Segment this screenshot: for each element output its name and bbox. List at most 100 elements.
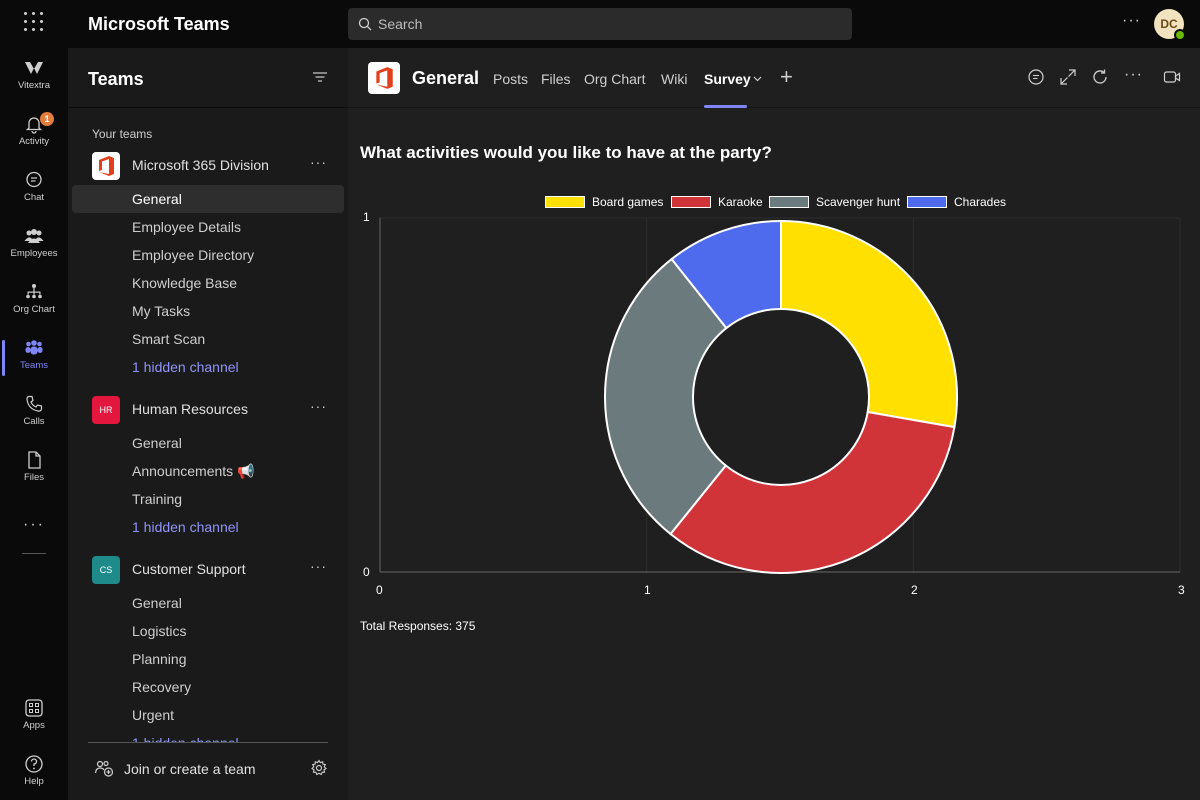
team-logo: CS: [92, 556, 120, 584]
rail-label: Vitextra: [17, 80, 51, 91]
activity-badge: 1: [40, 112, 54, 126]
doughnut-slice-karaoke[interactable]: [669, 410, 956, 574]
rail-item-activity[interactable]: Activity 1: [0, 108, 68, 160]
expand-icon[interactable]: [1059, 68, 1077, 86]
tab-org-chart[interactable]: Org Chart: [584, 71, 646, 87]
avatar-initials: DC: [1160, 17, 1178, 31]
add-team-icon[interactable]: [94, 759, 114, 777]
channel-employee-details[interactable]: Employee Details: [132, 219, 241, 235]
help-icon: [25, 755, 43, 773]
team-customer-support[interactable]: CS Customer Support ···: [72, 556, 344, 584]
org-chart-icon: [26, 284, 42, 299]
channel-recovery[interactable]: Recovery: [132, 679, 192, 695]
team-more-icon[interactable]: ···: [310, 558, 327, 574]
teams-icon: [25, 340, 43, 355]
rail-item-teams[interactable]: Teams: [0, 332, 68, 384]
app-launcher-icon[interactable]: [24, 12, 44, 32]
office-logo-icon: [368, 62, 400, 94]
gear-icon[interactable]: [310, 759, 328, 777]
rail-item-org-chart[interactable]: Org Chart: [0, 276, 68, 328]
rail-label: Help: [24, 776, 44, 787]
legend-label: Charades: [954, 195, 1007, 209]
x-tick-label: 2: [911, 583, 918, 597]
refresh-icon[interactable]: [1091, 68, 1109, 86]
rail-label: Employees: [10, 248, 58, 259]
rail-label: Activity: [18, 136, 50, 147]
team-logo: HR: [92, 396, 120, 424]
file-icon: [28, 451, 41, 469]
x-tick-label: 3: [1178, 583, 1185, 597]
more-apps-icon[interactable]: ···: [23, 516, 45, 533]
team-more-icon[interactable]: ···: [310, 154, 327, 170]
rail-label: Apps: [23, 720, 45, 731]
join-or-create-team-link[interactable]: Join or create a team: [124, 761, 256, 777]
tab-survey[interactable]: Survey: [704, 71, 751, 87]
rail-item-vitextra[interactable]: Vitextra: [0, 52, 68, 104]
rail-label: Org Chart: [13, 304, 55, 315]
video-call-icon[interactable]: [1163, 68, 1181, 86]
add-tab-icon[interactable]: +: [780, 64, 793, 89]
presence-available-icon: [1174, 29, 1186, 41]
conversation-icon[interactable]: [1027, 68, 1045, 86]
channel-planning[interactable]: Planning: [132, 651, 187, 667]
doughnut-slice-charades[interactable]: [670, 219, 782, 330]
team-name: Customer Support: [132, 561, 246, 577]
team-microsoft-365-division[interactable]: Microsoft 365 Division ···: [72, 152, 344, 180]
hidden-channels-link[interactable]: 1 hidden channel: [132, 519, 239, 535]
doughnut-slice-scavenger-hunt[interactable]: [604, 257, 728, 536]
channel-my-tasks[interactable]: My Tasks: [132, 303, 191, 319]
pane-divider: [88, 742, 328, 743]
tab-wiki[interactable]: Wiki: [661, 71, 688, 87]
channel-announcements[interactable]: Announcements 📢: [132, 463, 255, 479]
pane-header: Teams: [68, 48, 348, 108]
channel-urgent[interactable]: Urgent: [132, 707, 175, 723]
channel-smart-scan[interactable]: Smart Scan: [132, 331, 206, 347]
app-rail: Vitextra Activity 1 Chat Employees Org C…: [0, 48, 68, 800]
office-logo-icon: [92, 152, 120, 180]
legend-label: Karaoke: [718, 195, 763, 209]
more-options-icon[interactable]: ···: [1122, 12, 1141, 29]
hidden-channels-link[interactable]: 1 hidden channel: [132, 359, 239, 375]
channel-general[interactable]: General: [132, 435, 182, 451]
legend-label: Board games: [592, 195, 664, 209]
channel-logistics[interactable]: Logistics: [132, 623, 187, 639]
team-human-resources[interactable]: HR Human Resources ···: [72, 396, 344, 424]
avatar[interactable]: DC: [1154, 9, 1186, 41]
tab-posts[interactable]: Posts: [493, 71, 529, 87]
rail-label: Files: [23, 472, 45, 483]
team-name: Human Resources: [132, 401, 248, 417]
rail-item-help[interactable]: Help: [0, 748, 68, 800]
chevron-down-icon[interactable]: [753, 76, 762, 82]
channel-general[interactable]: General: [72, 185, 344, 213]
bell-icon: [25, 117, 43, 134]
rail-item-calls[interactable]: Calls: [0, 388, 68, 440]
rail-label: Calls: [23, 416, 45, 427]
total-responses: Total Responses: 375: [360, 619, 476, 633]
channel-knowledge-base[interactable]: Knowledge Base: [132, 275, 238, 291]
legend-swatch: [907, 196, 947, 208]
app-title: Microsoft Teams: [88, 14, 230, 34]
channel-general[interactable]: General: [132, 595, 182, 611]
filter-icon[interactable]: [312, 70, 328, 84]
rail-item-files[interactable]: Files: [0, 444, 68, 496]
team-logo-text: CS: [99, 565, 113, 575]
doughnut-slice-board-games[interactable]: [780, 219, 958, 429]
channel-employee-directory[interactable]: Employee Directory: [132, 247, 255, 263]
rail-item-apps[interactable]: Apps: [0, 692, 68, 744]
search-input[interactable]: Search: [348, 8, 852, 40]
survey-question: What activities would you like to have a…: [360, 143, 772, 162]
survey-doughnut-chart: [379, 217, 1181, 574]
rail-item-employees[interactable]: Employees: [0, 220, 68, 272]
channel-header: General Posts Files Org Chart Wiki Surve…: [348, 48, 1200, 108]
more-options-icon[interactable]: ···: [1124, 66, 1143, 83]
main-content: General Posts Files Org Chart Wiki Surve…: [348, 48, 1200, 800]
teams-pane: Teams Your teams Microsoft 365 Division …: [68, 48, 348, 800]
team-more-icon[interactable]: ···: [310, 398, 327, 414]
tab-files[interactable]: Files: [541, 71, 571, 87]
rail-item-chat[interactable]: Chat: [0, 164, 68, 216]
pane-footer: Join or create a team: [68, 743, 348, 800]
legend-swatch: [545, 196, 585, 208]
people-icon: [24, 229, 44, 243]
legend-label: Scavenger hunt: [816, 195, 901, 209]
channel-training[interactable]: Training: [132, 491, 183, 507]
